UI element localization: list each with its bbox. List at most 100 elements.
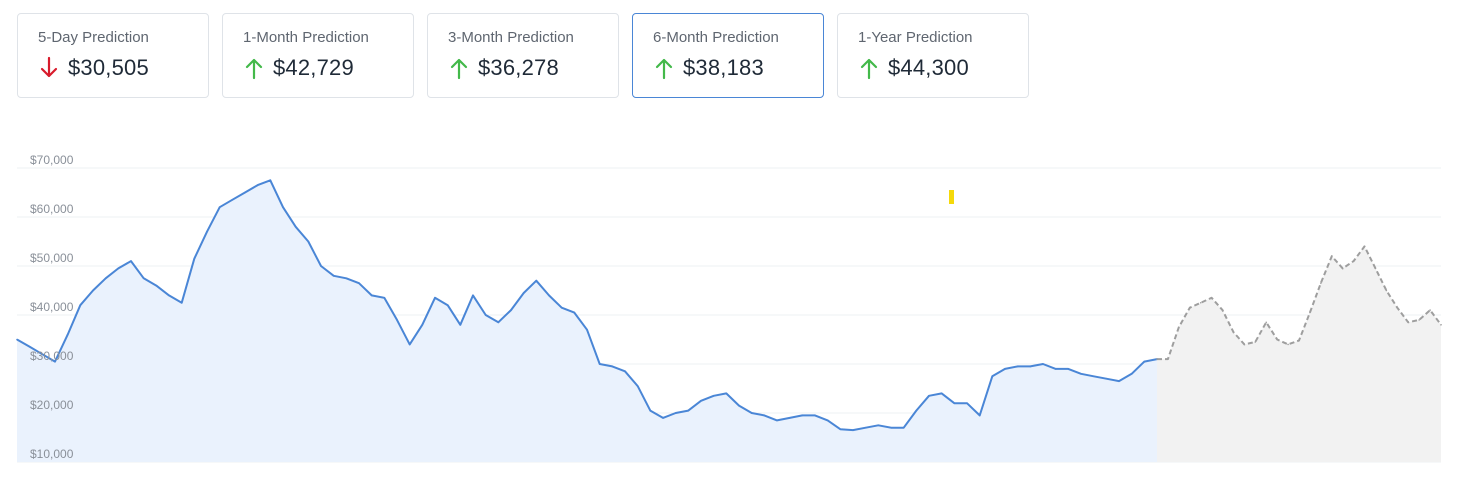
price-prediction-chart: $10,000 $20,000 $30,000 $40,000 $50,000 $60,0…: [16, 153, 1442, 463]
history-point: [852, 429, 854, 431]
chart-annotations: [949, 190, 954, 204]
history-point: [484, 314, 487, 316]
history-point: [712, 395, 715, 397]
history-point: [1143, 360, 1146, 363]
history-point: [472, 294, 474, 297]
history-point: [763, 414, 766, 417]
forecast-point: [1210, 297, 1213, 299]
forecast-point: [1407, 321, 1410, 324]
history-point: [776, 419, 778, 422]
history-point: [142, 277, 145, 280]
y-tick-label: $20,000: [30, 398, 74, 412]
forecast-area: [1157, 246, 1441, 462]
history-point: [915, 409, 918, 412]
history-point: [1118, 380, 1120, 382]
history-point: [801, 414, 804, 417]
history-point: [446, 304, 449, 306]
history-point: [180, 301, 183, 304]
history-point: [750, 412, 753, 414]
history-point: [940, 392, 943, 395]
history-point: [168, 294, 170, 297]
history-point: [1092, 375, 1095, 378]
prediction-card-6-month[interactable]: 6-Month Prediction $38,183: [632, 13, 824, 98]
forecast-point: [1178, 326, 1180, 329]
history-point: [586, 328, 588, 331]
history-point: [877, 424, 880, 427]
forecast-point: [1429, 309, 1431, 311]
prediction-card-1-year[interactable]: 1-Year Prediction $44,300: [837, 13, 1029, 98]
history-point: [193, 257, 196, 260]
card-title: 5-Day Prediction: [38, 29, 149, 46]
y-tick-label: $40,000: [30, 300, 74, 314]
history-point: [1016, 365, 1019, 368]
history-point: [826, 419, 829, 422]
history-point: [738, 404, 740, 407]
yellow-marker: [949, 190, 954, 204]
history-point: [548, 294, 550, 297]
history-point: [16, 338, 18, 341]
history-point: [358, 282, 360, 284]
history-point: [991, 375, 994, 378]
history-point: [79, 304, 82, 306]
history-point: [244, 191, 246, 194]
arrow-up-icon: [245, 58, 263, 80]
y-axis-labels: $10,000 $20,000 $30,000 $40,000 $50,000 $60,0…: [30, 153, 74, 461]
history-point: [788, 417, 791, 419]
forecast-point: [1330, 255, 1333, 257]
forecast-point: [1298, 339, 1300, 342]
card-title: 1-Month Prediction: [243, 29, 369, 46]
history-point: [598, 363, 601, 365]
forecast-point: [1341, 267, 1344, 270]
forecast-point: [1254, 341, 1257, 343]
history-point: [611, 365, 614, 368]
arrow-down-icon: [40, 56, 58, 78]
y-tick-label: $50,000: [30, 251, 74, 265]
history-point: [890, 426, 892, 429]
history-point: [636, 385, 639, 387]
history-point: [370, 294, 373, 297]
forecast-point: [1188, 306, 1191, 309]
history-point: [624, 370, 626, 373]
history-point: [104, 277, 107, 280]
history-point: [674, 412, 677, 414]
y-tick-label: $10,000: [30, 447, 74, 461]
history-point: [814, 414, 816, 417]
prediction-card-3-month[interactable]: 3-Month Prediction $36,278: [427, 13, 619, 98]
card-title: 3-Month Prediction: [448, 29, 574, 46]
history-point: [130, 260, 132, 262]
forecast-point: [1374, 267, 1377, 270]
history-point: [54, 360, 56, 363]
history-point: [953, 402, 956, 405]
forecast-point: [1243, 343, 1246, 346]
forecast-point: [1199, 301, 1202, 304]
forecast-point: [1440, 324, 1442, 326]
history-point: [725, 392, 728, 395]
card-title: 6-Month Prediction: [653, 29, 779, 46]
prediction-card-5-day[interactable]: 5-Day Prediction $30,505: [17, 13, 209, 98]
history-point: [1029, 365, 1032, 368]
history-point: [700, 399, 702, 402]
history-point: [978, 414, 981, 417]
history-point: [28, 346, 31, 348]
history-point: [218, 206, 221, 208]
forecast-point: [1396, 306, 1399, 309]
card-value: $38,183: [683, 55, 764, 80]
arrow-up-icon: [450, 58, 468, 80]
history-point: [117, 267, 120, 270]
history-point: [1105, 377, 1108, 380]
forecast-point: [1167, 358, 1169, 360]
history-point: [307, 240, 310, 243]
history-point: [1130, 373, 1133, 375]
prediction-card-1-month[interactable]: 1-Month Prediction $42,729: [222, 13, 414, 98]
card-title: 1-Year Prediction: [858, 29, 973, 46]
card-value: $36,278: [478, 55, 559, 80]
forecast-point: [1265, 321, 1268, 324]
chart-areas: [17, 180, 1441, 463]
history-point: [256, 184, 259, 186]
history-point: [294, 226, 297, 228]
history-point: [1067, 368, 1070, 370]
y-tick-label: $30,000: [30, 349, 74, 363]
history-area: [17, 180, 1157, 463]
history-point: [269, 179, 272, 182]
card-value: $30,505: [68, 55, 149, 80]
